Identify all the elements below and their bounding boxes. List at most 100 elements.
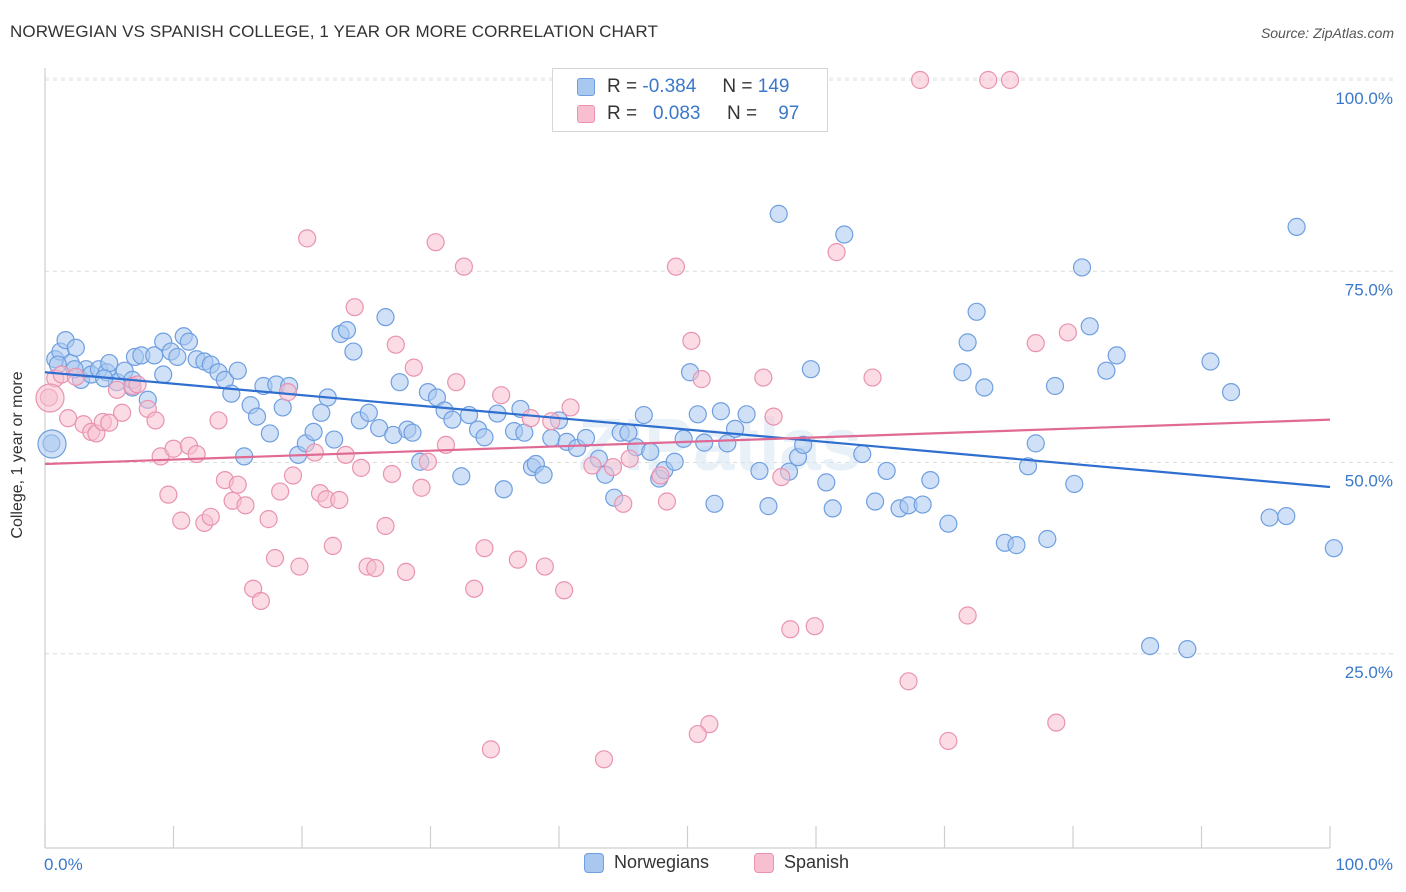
point-norwegians xyxy=(168,347,187,367)
point-spanish-large xyxy=(35,383,65,413)
point-norwegians xyxy=(534,465,553,484)
point-norwegians xyxy=(247,407,267,426)
point-spanish xyxy=(481,740,500,759)
point-spanish xyxy=(666,257,686,276)
trend-line-spanish xyxy=(44,418,1331,466)
spanish-legend-label: Spanish xyxy=(784,852,850,872)
legend-row-spanish: R = 0.083 N = 97 xyxy=(577,102,799,126)
point-norwegians xyxy=(542,428,561,448)
point-norwegians xyxy=(154,365,173,384)
point-spanish xyxy=(426,233,445,252)
point-spanish xyxy=(447,373,466,392)
point-norwegians xyxy=(494,480,513,499)
n-label: N = xyxy=(722,76,753,97)
point-spanish xyxy=(128,375,147,394)
point-spanish xyxy=(201,507,220,526)
point-norwegians xyxy=(688,405,707,424)
point-norwegians xyxy=(737,405,756,424)
point-spanish xyxy=(561,398,580,417)
point-norwegians xyxy=(260,424,279,443)
point-norwegians xyxy=(390,373,409,392)
point-spanish xyxy=(251,591,270,611)
point-spanish xyxy=(535,557,554,576)
point-norwegians xyxy=(376,308,395,327)
point-spanish xyxy=(781,620,800,639)
point-norwegians xyxy=(695,433,714,452)
point-spanish xyxy=(283,466,303,485)
axes xyxy=(44,68,1331,849)
point-spanish xyxy=(112,403,132,422)
point-norwegians xyxy=(475,428,494,447)
r-value-norwegians: -0.384 xyxy=(642,76,697,97)
point-norwegians xyxy=(304,422,323,441)
norwegians-swatch xyxy=(577,78,595,96)
point-spanish xyxy=(278,383,297,402)
point-norwegians xyxy=(641,442,660,461)
point-norwegians xyxy=(1277,506,1296,526)
point-norwegians xyxy=(344,342,363,361)
series-spanish xyxy=(39,70,1077,769)
point-spanish xyxy=(700,715,719,734)
y-tick-label: 50.0% xyxy=(1345,472,1393,491)
point-spanish xyxy=(305,443,324,462)
point-spanish xyxy=(1000,70,1020,90)
point-norwegians xyxy=(958,333,977,352)
point-spanish xyxy=(164,439,183,458)
point-norwegians xyxy=(273,398,292,417)
point-spanish xyxy=(172,511,191,530)
point-norwegians xyxy=(1287,217,1306,236)
point-norwegians xyxy=(1140,636,1160,656)
point-norwegians xyxy=(312,403,331,422)
point-spanish xyxy=(465,579,484,598)
y-tick-label: 25.0% xyxy=(1345,663,1393,682)
point-spanish xyxy=(345,298,364,317)
point-spanish xyxy=(259,510,278,529)
point-norwegians xyxy=(1324,539,1343,558)
point-spanish xyxy=(352,458,371,477)
point-spanish xyxy=(542,412,561,431)
point-spanish xyxy=(583,456,602,475)
point-spanish xyxy=(1026,334,1045,353)
data-points xyxy=(35,70,1343,769)
point-norwegians xyxy=(337,321,357,340)
point-spanish xyxy=(159,485,178,504)
point-norwegians xyxy=(1201,352,1220,371)
r-label: R = xyxy=(607,103,638,124)
point-norwegians xyxy=(1018,457,1038,476)
point-norwegians xyxy=(953,363,972,382)
point-norwegians xyxy=(866,492,885,511)
point-norwegians xyxy=(665,452,684,471)
point-norwegians xyxy=(1026,434,1045,453)
y-tick-label: 75.0% xyxy=(1345,280,1393,299)
point-spanish xyxy=(979,70,998,90)
point-spanish xyxy=(521,409,540,428)
point-spanish xyxy=(290,557,309,576)
point-norwegians xyxy=(817,473,836,492)
series-legend: Norwegians Spanish xyxy=(0,852,1406,878)
point-spanish xyxy=(614,494,633,513)
point-spanish xyxy=(100,413,119,432)
point-norwegians xyxy=(1097,361,1116,380)
point-spanish xyxy=(418,452,438,471)
point-spanish xyxy=(657,492,677,511)
point-norwegians xyxy=(228,361,247,380)
point-spanish xyxy=(651,466,670,485)
point-spanish xyxy=(492,386,511,405)
point-norwegians xyxy=(179,332,199,351)
r-value-spanish: 0.083 xyxy=(652,103,701,124)
point-norwegians xyxy=(939,514,958,533)
point-spanish xyxy=(376,516,395,536)
point-spanish xyxy=(692,370,711,389)
point-norwegians xyxy=(853,444,872,464)
point-norwegians xyxy=(359,403,378,422)
point-spanish xyxy=(620,449,639,468)
legend-row-norwegians: R = -0.384 N = 149 xyxy=(577,75,789,99)
point-spanish xyxy=(1047,713,1066,732)
point-spanish xyxy=(412,478,431,497)
point-norwegians xyxy=(750,461,769,481)
point-norwegians xyxy=(1221,383,1241,402)
point-spanish xyxy=(863,368,882,387)
point-spanish xyxy=(298,229,317,248)
point-norwegians xyxy=(1007,536,1026,555)
point-spanish xyxy=(209,411,228,430)
